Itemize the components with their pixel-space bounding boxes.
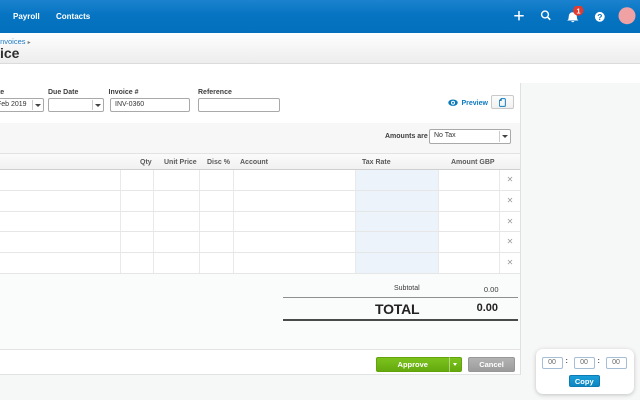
svg-text:1: 1	[576, 6, 580, 15]
svg-text:?: ?	[597, 12, 602, 22]
